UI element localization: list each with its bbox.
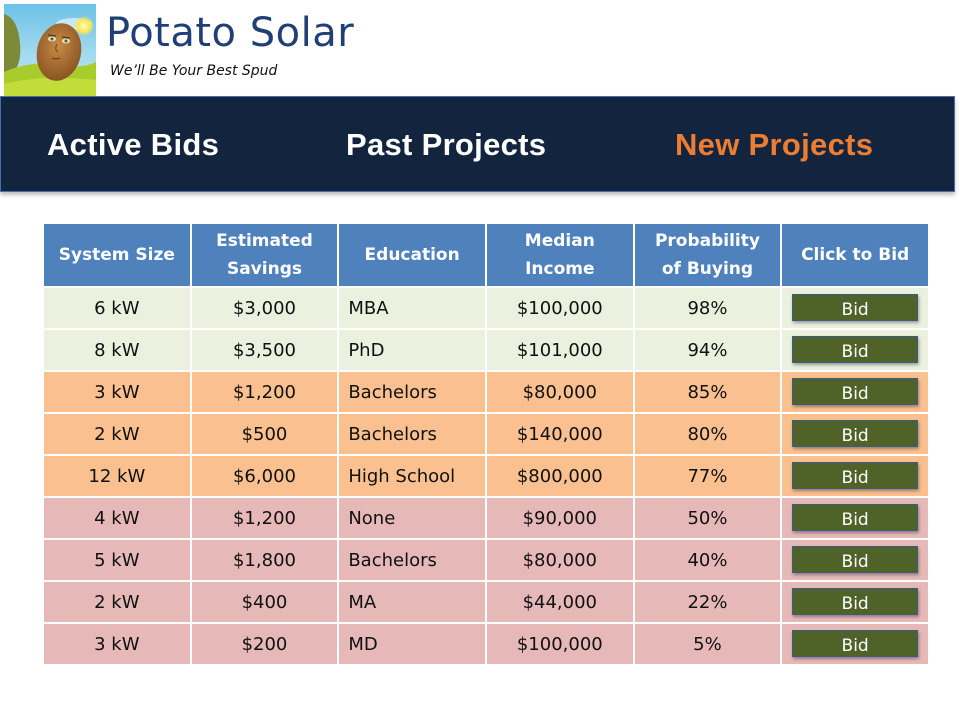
nav-active-bids[interactable]: Active Bids [47, 127, 220, 162]
nav-past-projects[interactable]: Past Projects [346, 127, 547, 162]
cell-education: Bachelors [337, 538, 487, 582]
cell-probability: 85% [632, 370, 783, 414]
bid-button[interactable]: Bid [792, 630, 919, 657]
cell-estimated-savings: $3,500 [189, 328, 340, 372]
cell-system-size: 6 kW [42, 286, 192, 330]
cell-bid: Bid [780, 370, 930, 414]
cell-estimated-savings: $400 [189, 580, 340, 624]
table-row: 3 kW $1,200 Bachelors $80,000 85% Bid [42, 370, 930, 414]
header-label: Median [524, 231, 595, 251]
header-label: Estimated [216, 231, 313, 251]
cell-median-income: $90,000 [484, 496, 635, 540]
bid-button[interactable]: Bid [792, 588, 919, 615]
cell-system-size: 3 kW [42, 622, 192, 666]
cell-probability: 80% [632, 412, 783, 456]
table-row: 6 kW $3,000 MBA $100,000 98% Bid [42, 286, 930, 330]
bid-button[interactable]: Bid [792, 462, 919, 489]
bid-button[interactable]: Bid [792, 294, 919, 321]
cell-bid: Bid [780, 580, 930, 624]
header-education: Education [337, 222, 487, 288]
bid-button[interactable]: Bid [792, 336, 919, 363]
bid-button[interactable]: Bid [792, 504, 919, 531]
cell-probability: 94% [632, 328, 783, 372]
brand-tagline: We’ll Be Your Best Spud [110, 63, 278, 79]
cell-education: Bachelors [337, 412, 487, 456]
cell-probability: 77% [632, 454, 783, 498]
table-row: 12 kW $6,000 High School $800,000 77% Bid [42, 454, 930, 498]
cell-median-income: $44,000 [484, 580, 635, 624]
cell-education: High School [337, 454, 487, 498]
cell-median-income: $100,000 [484, 286, 635, 330]
cell-bid: Bid [780, 328, 930, 372]
cell-bid: Bid [780, 622, 930, 666]
cell-estimated-savings: $200 [189, 622, 340, 666]
brand-title: Potato Solar [106, 10, 355, 56]
cell-bid: Bid [780, 454, 930, 498]
table-row: 2 kW $400 MA $44,000 22% Bid [42, 580, 930, 624]
cell-education: Bachelors [337, 370, 487, 414]
nav-new-projects[interactable]: New Projects [675, 127, 874, 162]
cell-estimated-savings: $6,000 [189, 454, 340, 498]
table-row: 4 kW $1,200 None $90,000 50% Bid [42, 496, 930, 540]
new-projects-table: System Size Estimated Savings Education M… [42, 222, 930, 666]
table-row: 3 kW $200 MD $100,000 5% Bid [42, 622, 930, 666]
cell-system-size: 4 kW [42, 496, 192, 540]
header-probability: Probability of Buying [632, 222, 783, 288]
header-label: Education [364, 245, 460, 265]
header-label: Probability [654, 231, 760, 251]
cell-probability: 50% [632, 496, 783, 540]
cell-estimated-savings: $1,200 [189, 496, 340, 540]
cell-system-size: 2 kW [42, 580, 192, 624]
cell-bid: Bid [780, 496, 930, 540]
cell-median-income: $800,000 [484, 454, 635, 498]
bid-button[interactable]: Bid [792, 378, 919, 405]
cell-probability: 22% [632, 580, 783, 624]
cell-probability: 5% [632, 622, 783, 666]
header-click-to-bid: Click to Bid [780, 222, 930, 288]
header-label: Income [525, 259, 595, 279]
table-row: 8 kW $3,500 PhD $101,000 94% Bid [42, 328, 930, 372]
cell-bid: Bid [780, 538, 930, 582]
header-estimated-savings: Estimated Savings [189, 222, 340, 288]
header-label: of Buying [661, 259, 754, 279]
table-header-row: System Size Estimated Savings Education M… [42, 222, 930, 288]
cell-probability: 40% [632, 538, 783, 582]
cell-median-income: $101,000 [484, 328, 635, 372]
header-median-income: Median Income [484, 222, 635, 288]
cell-median-income: $140,000 [484, 412, 635, 456]
cell-estimated-savings: $3,000 [189, 286, 340, 330]
cell-education: None [337, 496, 487, 540]
cell-estimated-savings: $500 [189, 412, 340, 456]
cell-estimated-savings: $1,800 [189, 538, 340, 582]
table-row: 5 kW $1,800 Bachelors $80,000 40% Bid [42, 538, 930, 582]
header-label: Click to Bid [801, 245, 910, 265]
cell-education: MBA [337, 286, 487, 330]
cell-education: MA [337, 580, 487, 624]
cell-education: MD [337, 622, 487, 666]
cell-estimated-savings: $1,200 [189, 370, 340, 414]
cell-bid: Bid [780, 286, 930, 330]
cell-education: PhD [337, 328, 487, 372]
cell-system-size: 2 kW [42, 412, 192, 456]
header-label: Savings [226, 259, 302, 279]
table-row: 2 kW $500 Bachelors $140,000 80% Bid [42, 412, 930, 456]
bid-button[interactable]: Bid [792, 546, 919, 573]
cell-system-size: 12 kW [42, 454, 192, 498]
cell-system-size: 5 kW [42, 538, 192, 582]
cell-system-size: 8 kW [42, 328, 192, 372]
main-navigation: Active Bids Past Projects New Projects [0, 96, 955, 192]
cell-median-income: $100,000 [484, 622, 635, 666]
cell-median-income: $80,000 [484, 370, 635, 414]
cell-system-size: 3 kW [42, 370, 192, 414]
cell-bid: Bid [780, 412, 930, 456]
bid-button[interactable]: Bid [792, 420, 919, 447]
header-system-size: System Size [42, 222, 192, 288]
cell-median-income: $80,000 [484, 538, 635, 582]
cell-probability: 98% [632, 286, 783, 330]
potato-logo-icon [4, 4, 96, 96]
header-label: System Size [58, 245, 175, 265]
